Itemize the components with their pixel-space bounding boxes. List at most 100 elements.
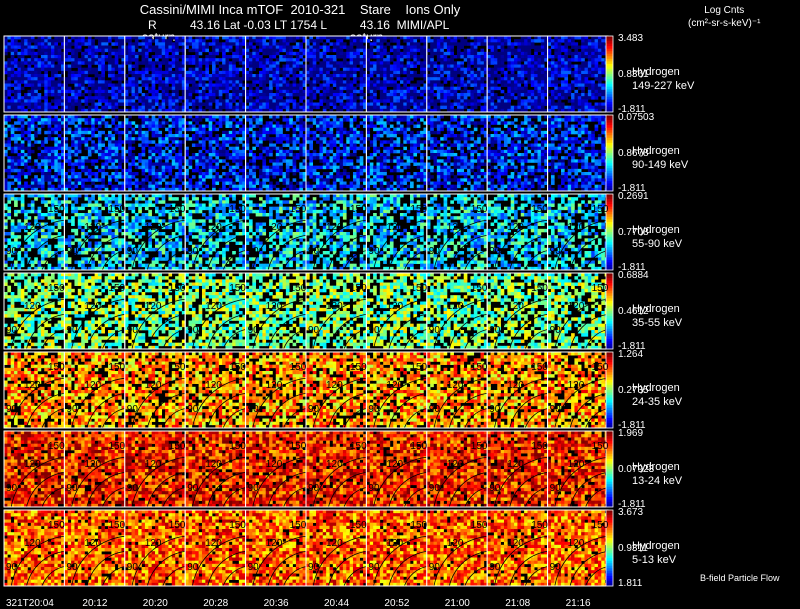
colorbar-segment: [606, 408, 613, 411]
contour-label: 90: [248, 325, 260, 336]
energy-label: 90-149 keV: [632, 159, 688, 172]
heatmap-panel: [366, 115, 427, 191]
colorbar-segment: [606, 262, 613, 265]
colorbar-segment: [606, 326, 613, 329]
contour-label: 150: [290, 520, 307, 531]
colorbar-segment: [606, 186, 613, 189]
heatmap-panel: [427, 115, 488, 191]
contour-label: 150: [108, 362, 125, 373]
colorbar-segment: [606, 36, 613, 39]
heatmap-panel: [125, 36, 186, 112]
energy-label: 35-55 keV: [632, 317, 682, 330]
colorbar-segment: [606, 499, 613, 502]
contour-label: 120: [386, 380, 403, 391]
colorbar-segment: [606, 556, 613, 559]
contour-label: 150: [531, 362, 548, 373]
colorbar-max-label: 0.6884: [618, 270, 649, 281]
colorbar-segment: [606, 298, 613, 301]
colorbar-segment: [606, 44, 613, 47]
colorbar-segment: [606, 176, 613, 179]
contour-label: 150: [592, 283, 609, 294]
contour-label: 90: [489, 483, 501, 494]
colorbar-segment: [606, 79, 613, 82]
colorbar-segment: [606, 482, 613, 485]
colorbar-segment: [606, 178, 613, 181]
colorbar-segment: [606, 456, 613, 459]
colorbar-segment: [606, 104, 613, 107]
contour-label: 90: [489, 325, 501, 336]
colorbar-segment: [606, 533, 613, 536]
heatmap-panel: [246, 36, 307, 112]
colorbar-max-label: 3.673: [618, 507, 643, 518]
contour-label: 120: [386, 538, 403, 549]
species-label: Hydrogen: [632, 224, 680, 237]
colorbar-segment: [606, 118, 613, 121]
colorbar-segment: [606, 324, 613, 327]
heatmap-panel: [306, 36, 367, 112]
contour-label: 150: [169, 283, 186, 294]
contour-label: 150: [592, 441, 609, 452]
contour-label: 120: [386, 301, 403, 312]
contour-label: 150: [169, 441, 186, 452]
colorbar-segment: [606, 260, 613, 263]
contour-label: 150: [592, 204, 609, 215]
contour-label: 150: [48, 283, 65, 294]
contour-label: 120: [24, 222, 41, 233]
contour-label: 150: [229, 441, 246, 452]
species-label: Hydrogen: [632, 303, 680, 316]
contour-label: 150: [531, 283, 548, 294]
time-tick-label: 21:16: [566, 598, 591, 609]
contour-label: 90: [248, 562, 260, 573]
contour-label: 150: [48, 441, 65, 452]
contour-label: 150: [290, 283, 307, 294]
energy-label: 24-35 keV: [632, 396, 682, 409]
colorbar-segment: [606, 140, 613, 143]
energy-label: 149-227 keV: [632, 80, 694, 93]
contour-label: 90: [308, 246, 320, 257]
colorbar-segment: [606, 148, 613, 151]
contour-label: 150: [229, 283, 246, 294]
colorbar-segment: [606, 242, 613, 245]
colorbar-segment: [606, 229, 613, 232]
contour-label: 90: [66, 483, 78, 494]
contour-label: 150: [471, 520, 488, 531]
contour-label: 90: [248, 404, 260, 415]
contour-label: 90: [6, 246, 18, 257]
contour-label: 120: [84, 222, 101, 233]
colorbar-segment: [606, 120, 613, 123]
colorbar-segment: [606, 571, 613, 574]
colorbar-segment: [606, 89, 613, 92]
colorbar-segment: [606, 540, 613, 543]
contour-label: 120: [447, 538, 464, 549]
contour-label: 150: [592, 362, 609, 373]
heatmap-panel: [366, 36, 427, 112]
colorbar-segment: [606, 551, 613, 554]
contour-label: 120: [266, 301, 283, 312]
heatmap-panel: [246, 115, 307, 191]
colorbar-segment: [606, 181, 613, 184]
colorbar-max-label: 1.969: [618, 428, 643, 439]
colorbar-segment: [606, 561, 613, 564]
time-tick-label: 20:20: [143, 598, 168, 609]
bfield-label: B-field Particle Flow: [700, 573, 780, 583]
colorbar-segment: [606, 130, 613, 133]
colorbar-segment: [606, 235, 613, 238]
colorbar-segment: [606, 197, 613, 200]
colorbar-segment: [606, 237, 613, 240]
colorbar-segment: [606, 171, 613, 174]
contour-label: 150: [290, 362, 307, 373]
contour-label: 90: [429, 404, 441, 415]
colorbar-segment: [606, 390, 613, 393]
colorbar-segment: [606, 316, 613, 319]
contour-label: 150: [350, 283, 367, 294]
contour-label: 150: [48, 362, 65, 373]
contour-label: 120: [568, 538, 585, 549]
contour-label: 120: [568, 222, 585, 233]
contour-label: 120: [568, 459, 585, 470]
colorbar-segment: [606, 56, 613, 59]
contour-label: 120: [205, 459, 222, 470]
contour-label: 150: [410, 204, 427, 215]
contour-label: 150: [229, 204, 246, 215]
contour-label: 120: [84, 538, 101, 549]
colorbar-segment: [606, 415, 613, 418]
